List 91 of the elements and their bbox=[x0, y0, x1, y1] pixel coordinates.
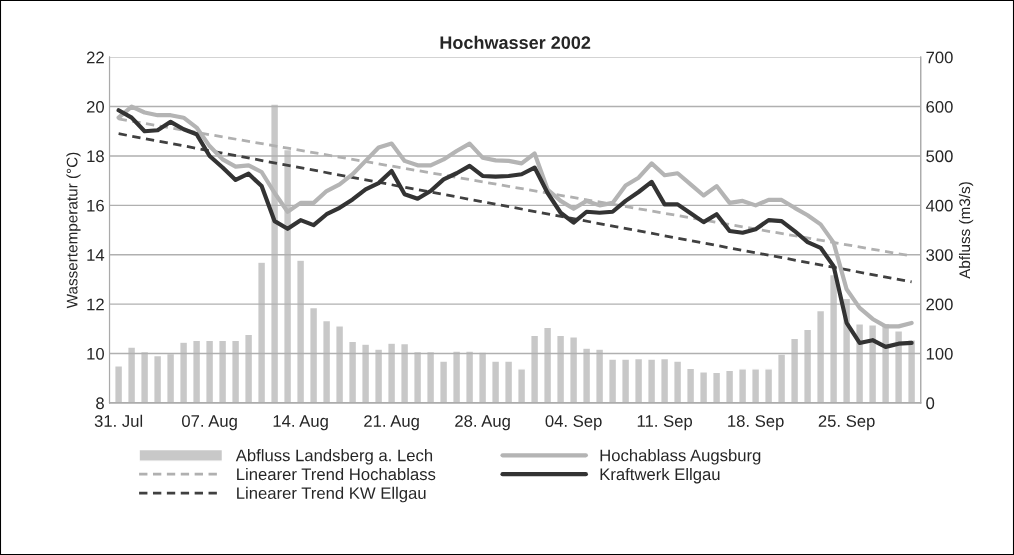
bar bbox=[556, 334, 566, 403]
y-tick-label: 18 bbox=[87, 150, 104, 163]
bar bbox=[452, 350, 462, 403]
bar bbox=[361, 343, 371, 403]
bar bbox=[114, 365, 124, 403]
chart-title: Hochwasser 2002 bbox=[440, 35, 591, 50]
bar bbox=[491, 360, 501, 403]
bar bbox=[244, 333, 254, 403]
x-tick-label: 21. Aug bbox=[364, 415, 419, 431]
y-axis-title: Wassertemperatur (°C) bbox=[66, 152, 81, 309]
x-tick-label: 07. Aug bbox=[182, 415, 237, 431]
bar bbox=[478, 351, 488, 403]
bar bbox=[816, 309, 826, 403]
x-tick-label: 18. Sep bbox=[728, 415, 784, 431]
bar bbox=[517, 368, 527, 403]
x-tick-label: 04. Sep bbox=[545, 415, 602, 431]
bar bbox=[647, 358, 657, 403]
y2-axis-title: Abfluss (m3/s) bbox=[958, 182, 974, 279]
bar bbox=[764, 368, 774, 403]
bar bbox=[673, 360, 683, 403]
bar bbox=[530, 334, 540, 403]
bar bbox=[907, 339, 917, 403]
y-tick-label: 10 bbox=[87, 347, 104, 360]
bar bbox=[725, 369, 735, 403]
bar bbox=[595, 348, 605, 403]
y2-tick-label: 700 bbox=[926, 51, 953, 64]
legend-label: Abfluss Landsberg a. Lech bbox=[235, 449, 433, 465]
bar bbox=[296, 259, 306, 403]
bar bbox=[179, 341, 189, 403]
y2-tick-label: 600 bbox=[926, 100, 953, 113]
bar bbox=[712, 371, 722, 403]
y2-tick-label: 200 bbox=[926, 298, 953, 311]
x-tick-label: 25. Sep bbox=[818, 415, 875, 431]
y-tick-label: 14 bbox=[87, 249, 105, 261]
x-tick-label: 28. Aug bbox=[455, 415, 510, 431]
bar bbox=[140, 350, 150, 403]
bar bbox=[218, 339, 228, 403]
bar bbox=[231, 339, 241, 403]
bar bbox=[166, 352, 176, 403]
y2-tick-label: 300 bbox=[926, 249, 953, 261]
bar bbox=[829, 273, 839, 403]
legend-label: Linearer Trend Hochablass bbox=[237, 467, 436, 481]
bar bbox=[309, 306, 319, 403]
bar bbox=[348, 340, 358, 403]
legend-label: Linearer Trend KW Ellgau bbox=[237, 486, 426, 503]
bar bbox=[894, 330, 904, 403]
x-tick-label: 14. Aug bbox=[273, 415, 328, 431]
x-tick-label: 11. Sep bbox=[637, 415, 693, 431]
bar bbox=[283, 148, 293, 403]
y-tick-label: 16 bbox=[87, 199, 104, 212]
bar bbox=[738, 368, 748, 403]
bar bbox=[582, 347, 592, 403]
bar bbox=[205, 339, 215, 403]
bar bbox=[699, 371, 709, 403]
bar bbox=[543, 326, 553, 403]
x-tick-label: 31. Jul bbox=[94, 414, 143, 427]
bar bbox=[192, 339, 202, 403]
legend-label: Kraftwerk Ellgau bbox=[600, 467, 720, 484]
bar bbox=[790, 337, 800, 403]
bar bbox=[387, 342, 397, 403]
bar bbox=[465, 350, 475, 403]
bar bbox=[400, 342, 410, 403]
bar bbox=[335, 325, 345, 403]
bar bbox=[426, 350, 436, 403]
y2-tick-label: 400 bbox=[925, 199, 953, 212]
bar bbox=[569, 336, 579, 403]
bar bbox=[634, 357, 644, 403]
y2-tick-label: 100 bbox=[926, 347, 953, 360]
bar bbox=[686, 367, 696, 403]
y-tick-label: 20 bbox=[86, 100, 104, 113]
bar bbox=[257, 261, 267, 403]
bar bbox=[413, 350, 423, 403]
bar bbox=[322, 319, 332, 403]
y-tick-label: 8 bbox=[96, 397, 104, 410]
bar bbox=[660, 357, 670, 403]
bar bbox=[621, 358, 631, 403]
y2-tick-label: 500 bbox=[926, 150, 953, 163]
y2-tick-label: 0 bbox=[926, 397, 935, 410]
bar bbox=[153, 354, 163, 403]
legend-label: Hochablass Augsburg bbox=[600, 449, 761, 465]
bar bbox=[608, 358, 618, 403]
bar bbox=[439, 360, 449, 403]
bar bbox=[751, 368, 761, 403]
bar bbox=[504, 360, 514, 403]
bar bbox=[868, 324, 878, 403]
y-tick-label: 12 bbox=[87, 298, 104, 311]
bar bbox=[374, 348, 384, 403]
bar bbox=[127, 346, 137, 403]
y-tick-label: 22 bbox=[86, 51, 104, 64]
bar bbox=[803, 328, 813, 403]
bar bbox=[777, 353, 787, 403]
